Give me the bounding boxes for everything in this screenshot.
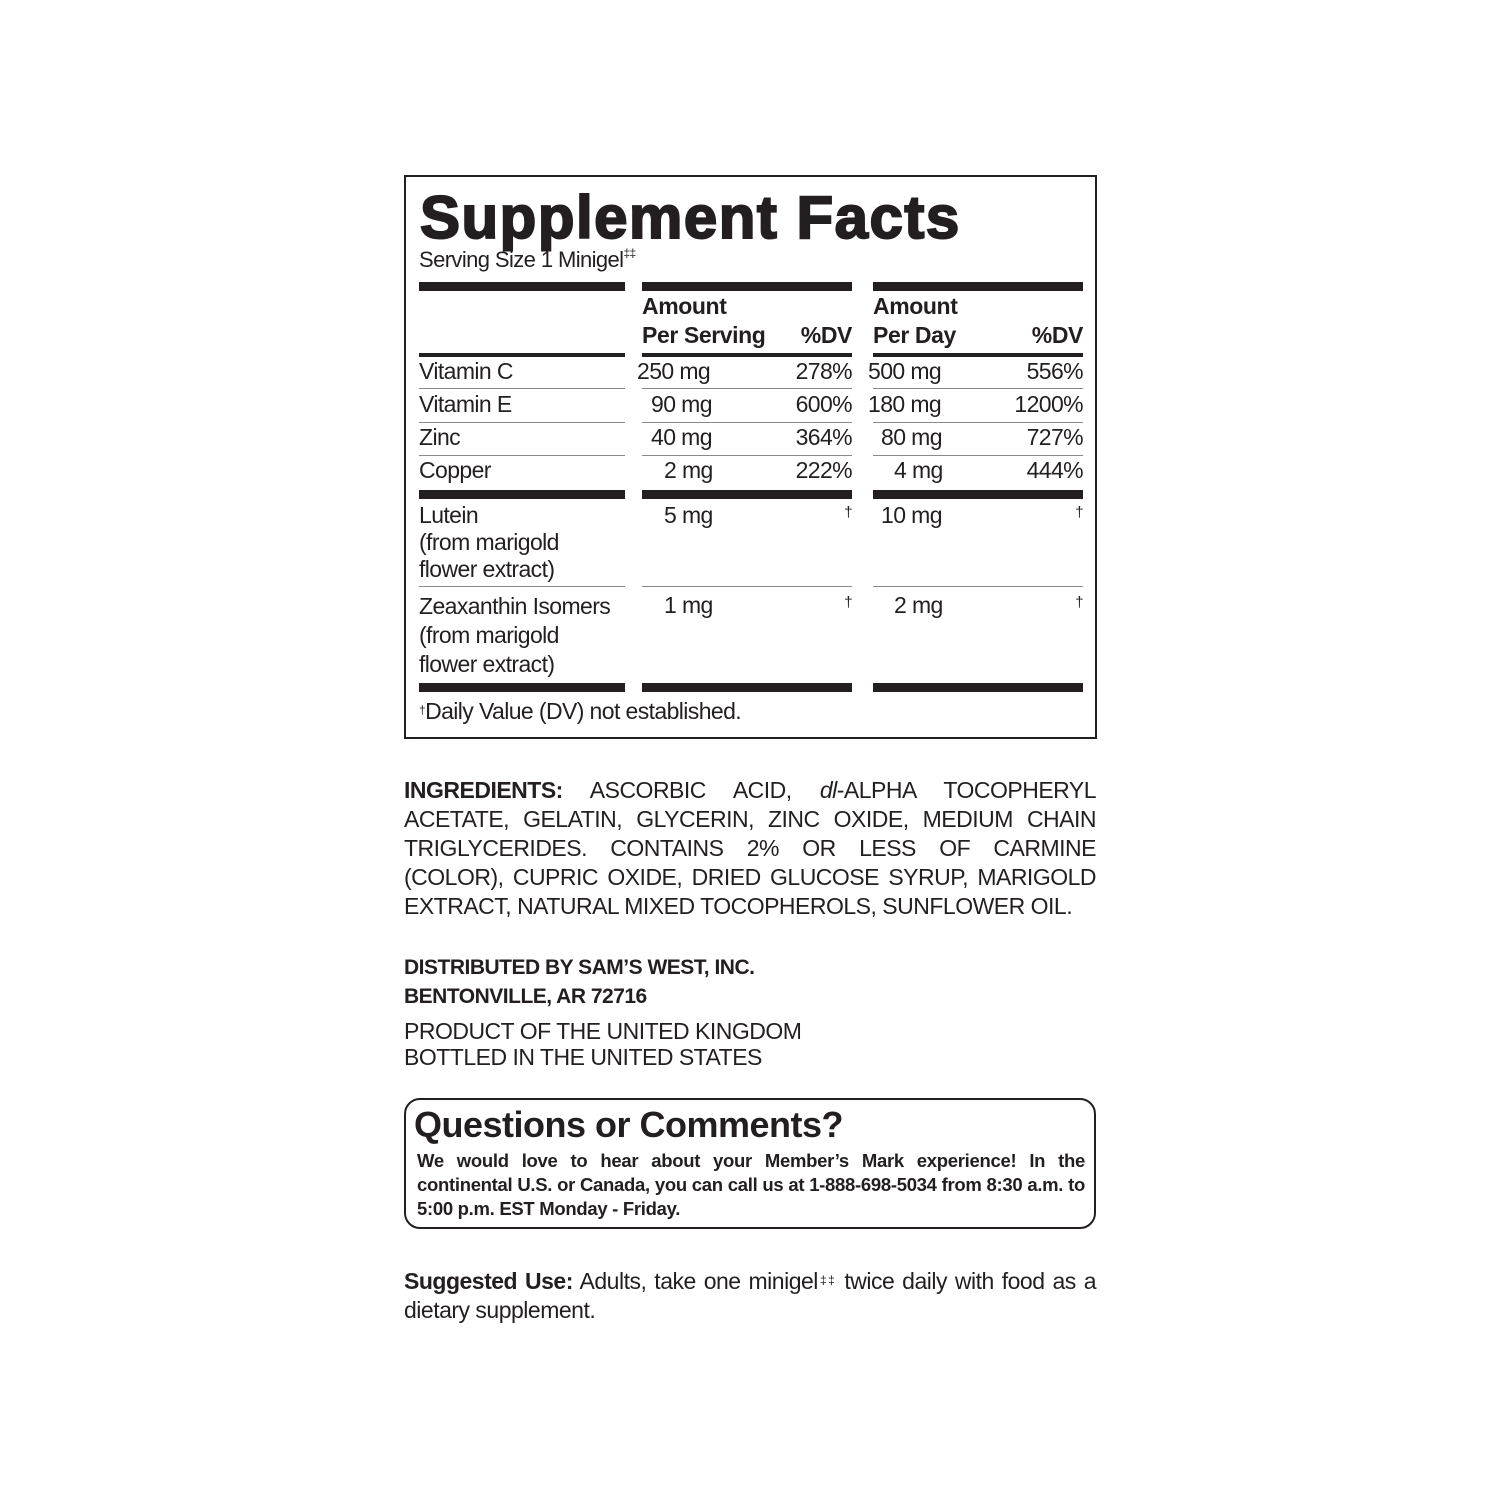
nutrient-name: Lutein (from marigold flower extract): [419, 502, 625, 583]
footnote-mark: †: [419, 703, 426, 717]
nutrient-name: Copper: [419, 457, 491, 483]
distributor-line: DISTRIBUTED BY SAM’S WEST, INC.: [404, 956, 755, 979]
nutrient-name: Zinc: [419, 424, 461, 450]
amount-per-serving: 5 mg: [664, 502, 713, 528]
day-dv: 444%: [1026, 457, 1084, 483]
suggested-use-text: twice daily with food as a dietary suppl…: [404, 1268, 1096, 1323]
serving-size-text: Serving Size 1 Minigel: [419, 247, 624, 272]
serving-dv: †: [844, 594, 852, 611]
questions-text: We would love to hear about your Member’…: [417, 1150, 1085, 1219]
header-amount: Amount: [642, 293, 727, 319]
nutrient-label: Lutein: [419, 502, 479, 528]
header-per-serving: Amount Per Serving: [642, 292, 852, 350]
bottled-line: BOTTLED IN THE UNITED STATES: [404, 1044, 762, 1070]
footnote-text: Daily Value (DV) not established.: [425, 698, 742, 724]
day-dv: 1200%: [1014, 391, 1083, 417]
amount-per-day: 4 mg: [894, 457, 943, 483]
amount-per-day: 180 mg: [868, 391, 942, 417]
nutrient-name: Zeaxanthin Isomers (from marigold flower…: [419, 592, 625, 679]
questions-title: Questions or Comments?: [414, 1104, 844, 1145]
divider-bar: [419, 282, 625, 291]
amount-per-serving: 1 mg: [664, 592, 713, 618]
divider: [873, 353, 1083, 357]
footnote: †Daily Value (DV) not established.: [419, 698, 742, 725]
suggested-use: Suggested Use: Adults, take one minigel‡…: [404, 1267, 1096, 1325]
amount-per-day: 10 mg: [881, 502, 943, 528]
nutrient-name: Vitamin E: [419, 391, 512, 417]
header-amount: Amount: [873, 293, 958, 319]
nutrient-name: Vitamin C: [419, 358, 513, 384]
amount-per-serving: 90 mg: [651, 391, 713, 417]
nutrient-source: (from marigold: [419, 529, 559, 555]
nutrient-source: flower extract): [419, 651, 555, 677]
nutrient-source: (from marigold: [419, 622, 559, 648]
origin-line: PRODUCT OF THE UNITED KINGDOM: [404, 1018, 802, 1044]
serving-dv: 600%: [795, 391, 853, 417]
divider-bar: [642, 683, 852, 692]
serving-dv: 222%: [795, 457, 853, 483]
distributor: DISTRIBUTED BY SAM’S WEST, INC. BENTONVI…: [404, 953, 1096, 1011]
divider: [419, 353, 625, 357]
questions-box: Questions or Comments? We would love to …: [404, 1098, 1096, 1229]
header-per-day-label: Per Day: [873, 322, 956, 348]
nutrient-source: flower extract): [419, 556, 555, 582]
header-dv: %DV: [800, 322, 853, 348]
divider-bar: [419, 683, 625, 692]
divider-bar: [419, 490, 625, 499]
origin: PRODUCT OF THE UNITED KINGDOM BOTTLED IN…: [404, 1018, 1096, 1070]
supplement-facts-panel: Supplement Facts Serving Size 1 Minigel‡…: [404, 175, 1097, 739]
serving-size: Serving Size 1 Minigel‡‡: [419, 246, 636, 273]
header-per-day: Amount Per Day: [873, 292, 1083, 350]
serving-dv: 278%: [795, 358, 853, 384]
divider-bar: [642, 282, 852, 291]
serving-mark: ‡‡: [623, 246, 636, 260]
ingredients-italic: dl: [819, 777, 837, 803]
day-dv: 727%: [1026, 424, 1084, 450]
divider-bar: [873, 490, 1083, 499]
divider: [642, 353, 852, 357]
suggested-use-text: Adults, take one minigel: [572, 1268, 819, 1294]
suggested-use-label: Suggested Use:: [404, 1268, 573, 1294]
amount-per-serving: 250 mg: [637, 358, 711, 384]
day-dv: †: [1075, 504, 1083, 521]
amount-per-day: 2 mg: [894, 592, 943, 618]
ingredients: INGREDIENTS: ASCORBIC ACID, dl-ALPHA TOC…: [404, 776, 1097, 921]
ingredients-label: INGREDIENTS:: [404, 777, 563, 803]
divider-bar: [642, 490, 852, 499]
day-dv: †: [1075, 594, 1083, 611]
divider-bar: [873, 683, 1083, 692]
amount-per-serving: 40 mg: [651, 424, 713, 450]
day-dv: 556%: [1026, 358, 1084, 384]
nutrient-label: Zeaxanthin Isomers: [419, 593, 611, 619]
header-dv: %DV: [1031, 322, 1084, 348]
panel-title: Supplement Facts: [419, 183, 961, 252]
distributor-address: BENTONVILLE, AR 72716: [404, 985, 647, 1008]
serving-dv: †: [844, 504, 852, 521]
amount-per-day: 500 mg: [868, 358, 942, 384]
ingredients-text: ASCORBIC ACID,: [562, 777, 820, 803]
amount-per-day: 80 mg: [881, 424, 943, 450]
suggested-mark: ‡‡: [817, 1273, 837, 1287]
ingredients-text: -ALPHA TOCOPHERYL ACETATE, GELATIN, GLYC…: [404, 777, 1097, 919]
divider-bar: [873, 282, 1083, 291]
amount-per-serving: 2 mg: [664, 457, 713, 483]
serving-dv: 364%: [795, 424, 853, 450]
header-per-serving-label: Per Serving: [642, 322, 766, 348]
